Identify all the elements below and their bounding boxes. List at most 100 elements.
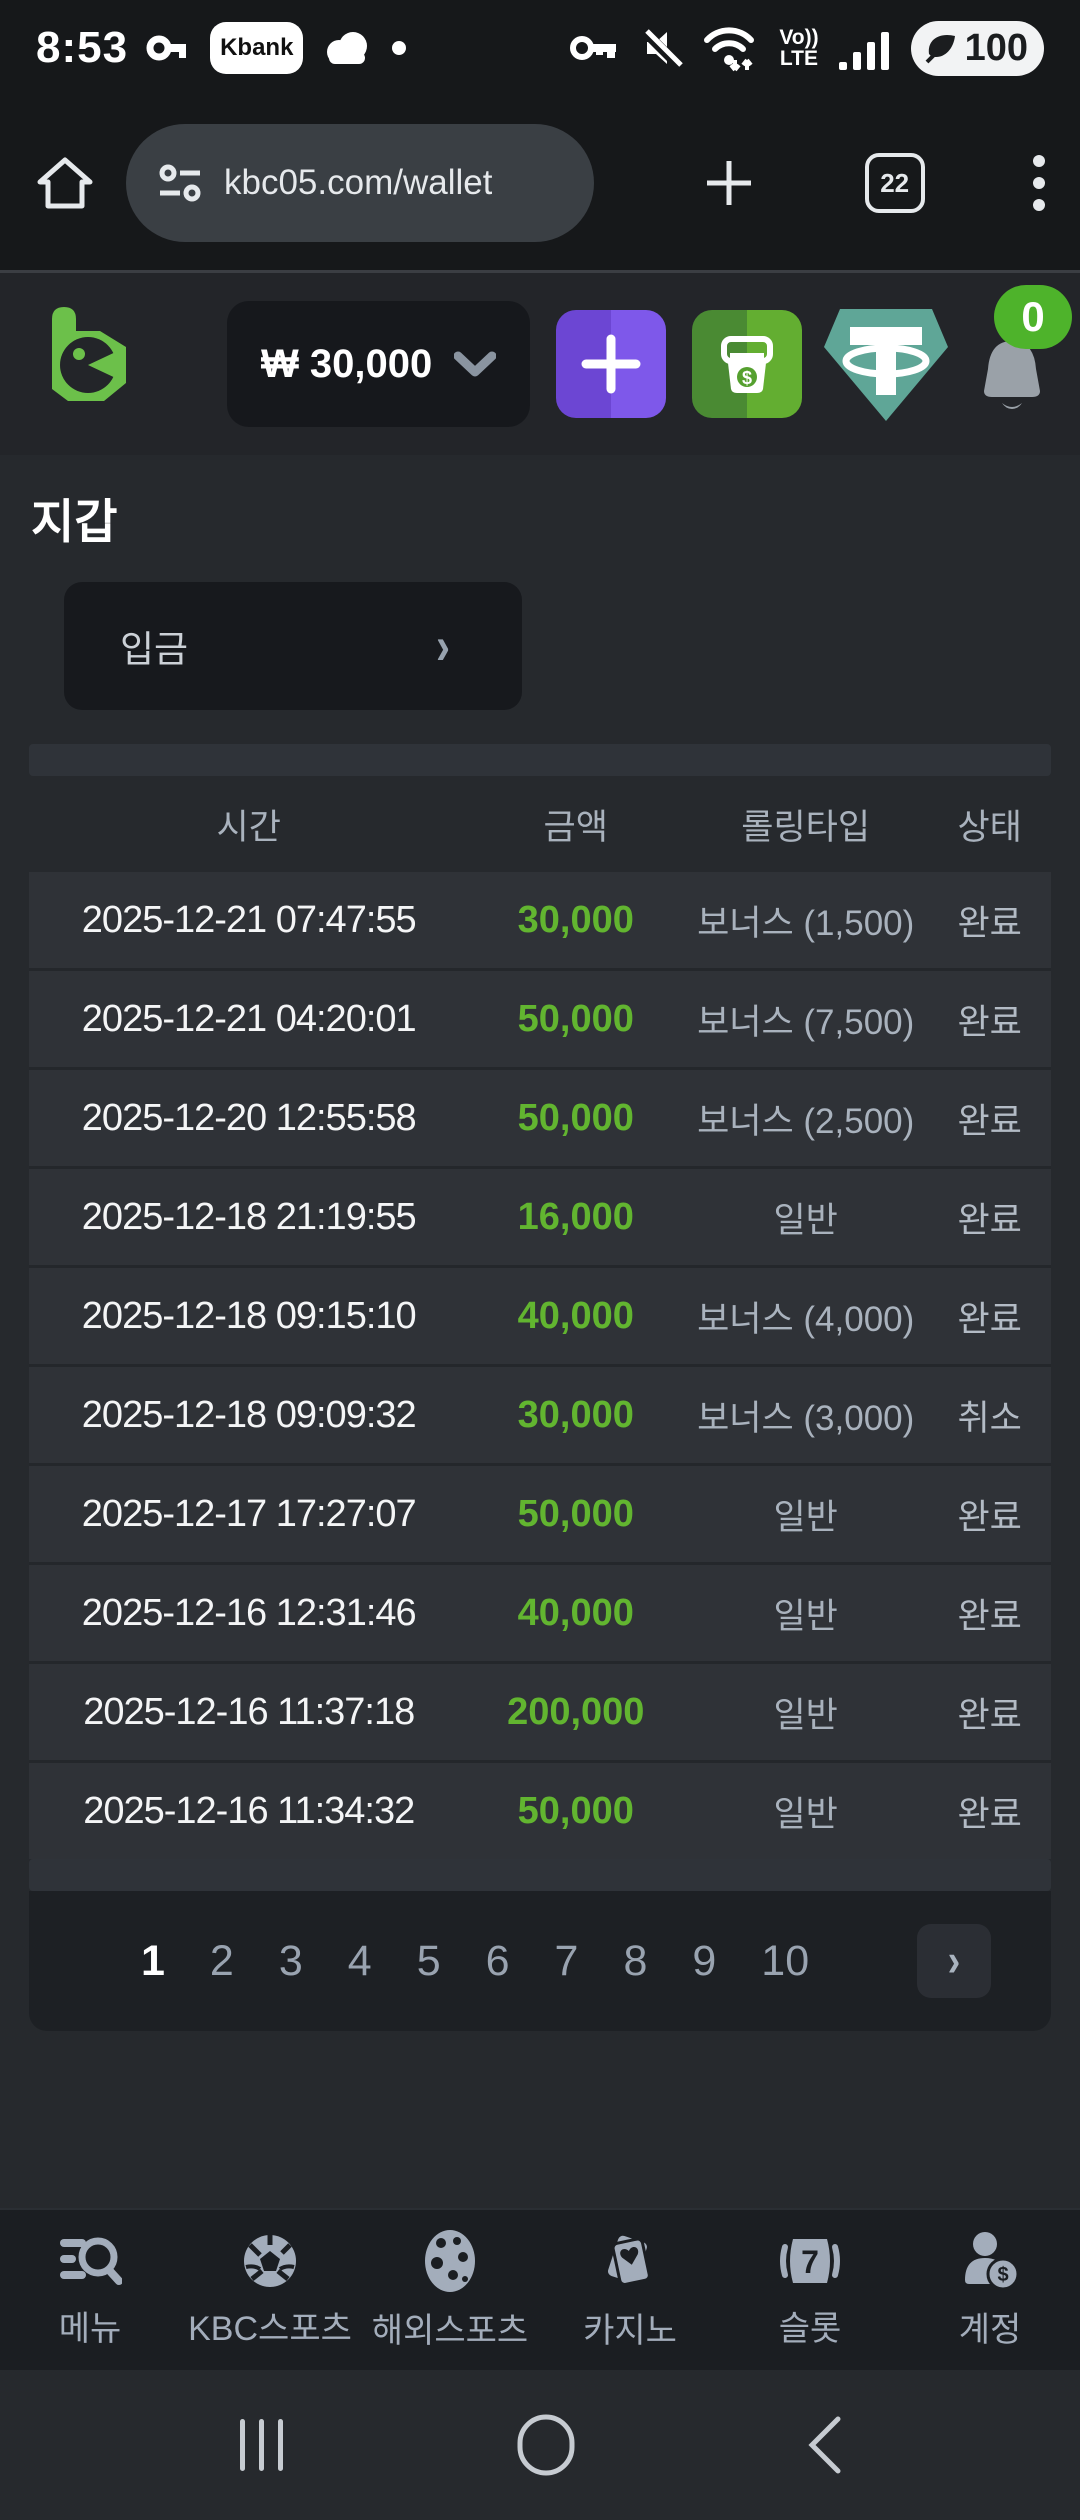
home-button[interactable]	[516, 2413, 576, 2477]
mute-icon	[639, 26, 684, 70]
nav-item-account[interactable]: $ 계정	[900, 2230, 1080, 2351]
cell-time: 2025-12-21 04:20:01	[81, 997, 417, 1040]
table-scrollbar-top[interactable]	[29, 744, 1051, 776]
table-body: 2025-12-21 07:47:55 30,000 보너스 (1,500) 완…	[29, 872, 1051, 1859]
table-row[interactable]: 2025-12-21 04:20:01 50,000 보너스 (7,500) 완…	[29, 971, 1051, 1070]
table-header-row: 시간 금액 롤링타입 상태	[29, 776, 1051, 872]
site-settings-icon[interactable]	[156, 159, 204, 207]
account-coin-icon: $	[959, 2230, 1021, 2292]
notification-badge: 0	[994, 285, 1072, 349]
cell-status: 완료	[957, 1497, 1022, 1537]
cell-time: 2025-12-16 12:31:46	[81, 1591, 417, 1634]
table-row[interactable]: 2025-12-16 11:37:18 200,000 일반 완료	[29, 1664, 1051, 1763]
tether-icon[interactable]	[824, 305, 949, 423]
cell-status: 완료	[957, 1101, 1022, 1141]
kbank-badge: Kbank	[210, 22, 304, 74]
deposit-plus-button[interactable]	[556, 310, 667, 418]
column-header-type: 롤링타입	[741, 807, 871, 847]
cell-amount: 40,000	[517, 1591, 634, 1634]
table-row[interactable]: 2025-12-18 09:15:10 40,000 보너스 (4,000) 완…	[29, 1268, 1051, 1367]
sports-ball-icon	[423, 2229, 477, 2293]
menu-kebab-icon[interactable]	[1032, 153, 1046, 213]
cell-type: 보너스 (1,500)	[697, 903, 915, 943]
android-navigation-bar	[0, 2370, 1080, 2520]
home-icon[interactable]	[34, 152, 96, 214]
cell-amount: 30,000	[517, 1393, 634, 1436]
cell-time: 2025-12-16 11:34:32	[83, 1789, 415, 1832]
nav-item-casino[interactable]: 카지노	[540, 2229, 720, 2352]
page-number[interactable]: 6	[485, 1936, 510, 1985]
cell-status: 완료	[957, 903, 1022, 943]
cell-time: 2025-12-18 21:19:55	[81, 1195, 417, 1238]
site-logo[interactable]	[42, 305, 132, 407]
cell-time: 2025-12-16 11:37:18	[83, 1690, 415, 1733]
soccer-ball-icon	[240, 2231, 300, 2291]
table-row[interactable]: 2025-12-20 12:55:58 50,000 보너스 (2,500) 완…	[29, 1070, 1051, 1169]
table-row[interactable]: 2025-12-18 09:09:32 30,000 보너스 (3,000) 취…	[29, 1367, 1051, 1466]
back-button[interactable]	[806, 2415, 842, 2475]
withdraw-button[interactable]: $	[692, 310, 803, 418]
table-row[interactable]: 2025-12-21 07:47:55 30,000 보너스 (1,500) 완…	[29, 872, 1051, 971]
page-number[interactable]: 10	[761, 1936, 810, 1985]
url-text: kbc05.com/wallet	[224, 163, 493, 202]
cell-type: 일반	[773, 1695, 838, 1735]
battery-indicator: 100	[910, 20, 1044, 76]
table-row[interactable]: 2025-12-17 17:27:07 50,000 일반 완료	[29, 1466, 1051, 1565]
page-number[interactable]: 2	[209, 1936, 234, 1985]
page-numbers: 1 2 3 4 5 6 7 8 9 10	[141, 1937, 809, 1986]
power-saving-leaf-icon	[921, 28, 961, 68]
page-number[interactable]: 5	[416, 1936, 441, 1985]
page-number[interactable]: 9	[692, 1936, 717, 1985]
browser-toolbar: kbc05.com/wallet 22	[0, 96, 1080, 270]
search-menu-icon	[58, 2231, 122, 2291]
table-row[interactable]: 2025-12-16 12:31:46 40,000 일반 완료	[29, 1565, 1051, 1664]
cell-time: 2025-12-20 12:55:58	[81, 1096, 417, 1139]
cell-type: 보너스 (2,500)	[697, 1101, 915, 1141]
column-header-status: 상태	[957, 807, 1022, 847]
notification-area[interactable]: 0	[970, 285, 1072, 439]
table-row[interactable]: 2025-12-16 11:34:32 50,000 일반 완료	[29, 1763, 1051, 1859]
page-number[interactable]: 3	[278, 1936, 303, 1985]
vpn-key-icon	[569, 29, 621, 67]
balance-amount: ₩ 30,000	[261, 341, 433, 386]
nav-item-slots[interactable]: 7 슬롯	[720, 2231, 900, 2350]
deposit-card-button[interactable]: 입금 ›	[64, 582, 522, 710]
tab-switcher-button[interactable]: 22	[864, 153, 925, 213]
pagination: 1 2 3 4 5 6 7 8 9 10 ›	[29, 1891, 1051, 2031]
cell-amount: 16,000	[517, 1195, 634, 1238]
recents-button[interactable]	[238, 2417, 286, 2473]
new-tab-icon[interactable]	[701, 155, 757, 211]
cash-withdraw-icon: $	[714, 331, 780, 397]
bottom-navigation: 메뉴 KBC스포츠 해외스포츠	[0, 2208, 1080, 2370]
table-row[interactable]: 2025-12-18 21:19:55 16,000 일반 완료	[29, 1169, 1051, 1268]
cell-status: 완료	[957, 1794, 1022, 1834]
cell-amount: 50,000	[517, 1492, 634, 1535]
page-number[interactable]: 1	[141, 1936, 165, 1985]
svg-text:$: $	[742, 368, 752, 388]
nav-item-menu[interactable]: 메뉴	[0, 2231, 180, 2350]
nav-item-kbc-sports[interactable]: KBC스포츠	[180, 2231, 360, 2350]
balance-dropdown[interactable]: ₩ 30,000	[227, 301, 531, 427]
address-bar[interactable]: kbc05.com/wallet	[126, 124, 594, 242]
notification-bell-icon[interactable]	[976, 335, 1048, 417]
next-page-button[interactable]: ›	[917, 1924, 991, 1998]
column-header-amount: 금액	[543, 807, 608, 847]
status-bar: 8:53 Kbank Vo)) LTE	[0, 0, 1080, 96]
chevron-down-icon	[454, 350, 497, 378]
cell-status: 완료	[957, 1596, 1022, 1636]
cell-status: 취소	[957, 1398, 1022, 1438]
nav-item-overseas-sports[interactable]: 해외스포츠	[360, 2229, 540, 2352]
page-number[interactable]: 4	[347, 1936, 372, 1985]
cell-amount: 50,000	[517, 1789, 634, 1832]
cell-amount: 40,000	[517, 1294, 634, 1337]
cell-type: 보너스 (4,000)	[697, 1299, 915, 1339]
svg-text:7: 7	[801, 2244, 819, 2280]
svg-text:$: $	[997, 2264, 1008, 2286]
deposit-label: 입금	[120, 629, 189, 670]
chevron-right-icon: ›	[436, 616, 450, 675]
page-number[interactable]: 7	[554, 1936, 579, 1985]
wifi-icon	[701, 22, 761, 74]
table-scrollbar-bottom[interactable]	[29, 1859, 1051, 1891]
key-notification-icon	[146, 28, 192, 68]
page-number[interactable]: 8	[623, 1936, 648, 1985]
